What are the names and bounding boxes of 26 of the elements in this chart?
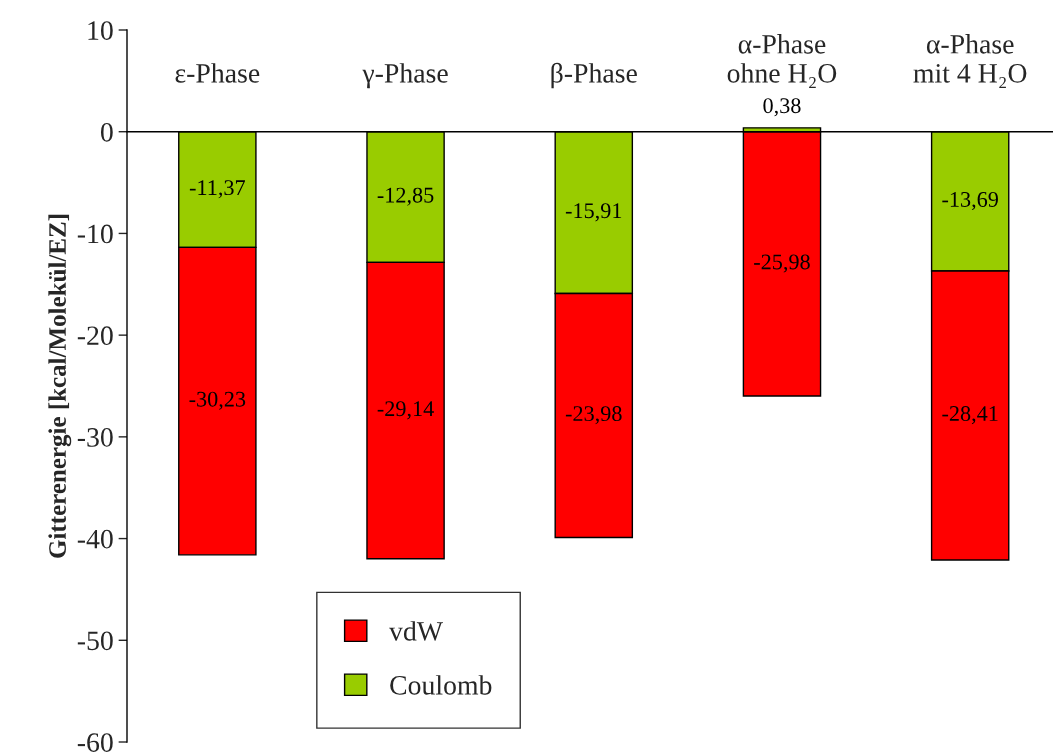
y-tick-label: -40 bbox=[77, 529, 113, 549]
y-tick-label: -10 bbox=[77, 224, 113, 244]
x-tick-label: ε-Phase bbox=[175, 63, 260, 83]
y-tick-label: -30 bbox=[77, 428, 113, 447]
data-label: -30,23 bbox=[189, 391, 246, 410]
data-label: -15,91 bbox=[565, 203, 622, 222]
data-label: -11,37 bbox=[189, 180, 245, 199]
y-tick-label: -60 bbox=[77, 733, 113, 752]
data-label: -25,98 bbox=[754, 254, 810, 273]
x-tick-label: β-Phase bbox=[551, 62, 637, 89]
x-tick-label: α-Phase mit 4 H₂O bbox=[913, 34, 1027, 89]
data-label: -29,14 bbox=[377, 401, 434, 420]
data-label: 0,38 bbox=[763, 98, 801, 117]
data-label: -28,41 bbox=[942, 406, 998, 425]
legend-label: vdW bbox=[389, 621, 443, 641]
data-label: -13,69 bbox=[942, 191, 998, 211]
y-tick-label: -20 bbox=[77, 326, 113, 346]
legend-label: Coulomb bbox=[390, 675, 492, 695]
data-label: -23,98 bbox=[565, 406, 622, 425]
x-tick-label: α-Phase ohne H₂O bbox=[727, 34, 837, 89]
y-tick-label: 10 bbox=[88, 21, 113, 40]
x-tick-label: γ-Phase bbox=[362, 63, 448, 89]
y-tick-label: 0 bbox=[100, 122, 113, 142]
y-tick-label: -50 bbox=[77, 631, 113, 651]
data-label: -12,85 bbox=[377, 187, 434, 206]
y-axis-title: Gitterenergie [kcal/Molekül/EZ] bbox=[48, 214, 72, 558]
